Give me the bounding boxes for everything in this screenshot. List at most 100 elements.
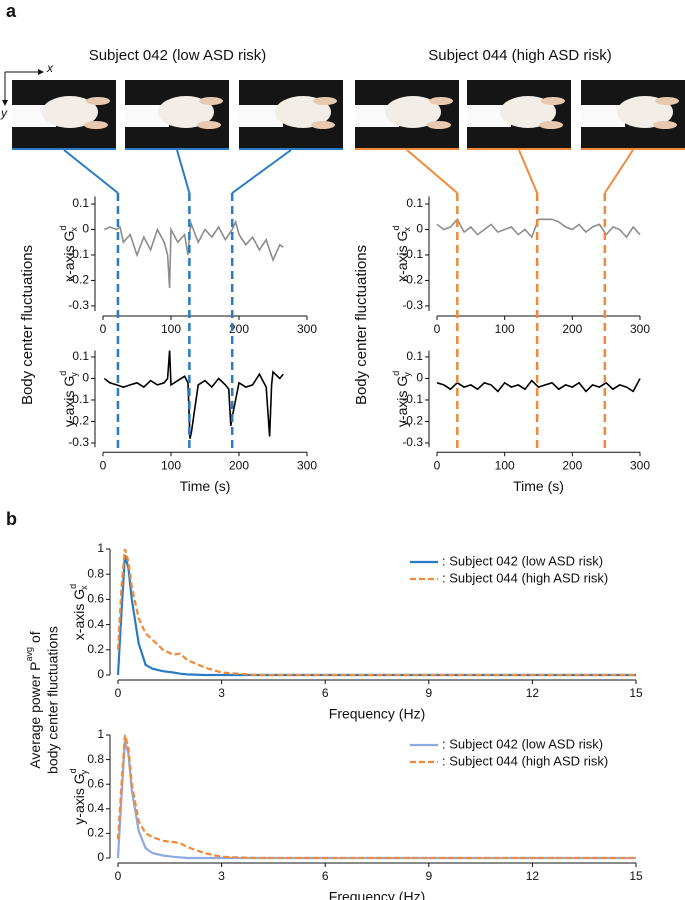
y-axis-label-sub: y <box>69 372 79 377</box>
series-line <box>436 378 641 393</box>
y-axis-label-main: y-axis G <box>61 376 77 427</box>
connector <box>603 149 634 194</box>
y-tick-label: -0.3 <box>68 298 89 312</box>
series-line <box>103 350 284 439</box>
legend-label: : Subject 042 (low ASD risk) <box>442 553 603 568</box>
y-tick-label: 0 <box>416 222 423 236</box>
x-tick-label: 0 <box>100 458 107 472</box>
y-tick-label: 0 <box>416 371 423 385</box>
x-axis-label: Frequency (Hz) <box>329 889 425 900</box>
photo <box>12 80 116 150</box>
y-tick-label: 0.1 <box>406 349 423 363</box>
photo-block <box>125 105 169 127</box>
x-tick-label: 100 <box>161 458 181 472</box>
x-tick-label: 9 <box>425 686 432 700</box>
photo-infant <box>158 96 214 128</box>
icon-label: x <box>46 61 54 75</box>
photo <box>467 80 571 150</box>
panel-b-y-label-main: Average power P <box>27 662 43 769</box>
x-tick-label: 0 <box>115 686 122 700</box>
y-tick-label: 0 <box>97 667 104 681</box>
photo-limb <box>313 97 337 105</box>
y-tick-label: -0.2 <box>68 273 89 287</box>
x-tick-label: 12 <box>526 686 540 700</box>
x-tick-label: 0 <box>434 322 441 336</box>
y-axis-label-sup: d <box>391 371 401 376</box>
photo-limb <box>541 97 565 105</box>
y-axis-label-sub: y <box>79 769 89 774</box>
y-tick-label: -0.2 <box>68 414 89 428</box>
y-axis-label-sup: d <box>68 584 78 589</box>
y-axis-label-main: y-axis G <box>71 773 87 824</box>
panel-label: a <box>6 1 17 21</box>
y-tick-label: -0.1 <box>68 247 89 261</box>
x-tick-label: 6 <box>322 686 329 700</box>
photo <box>355 80 459 150</box>
photo <box>581 80 685 150</box>
panel-b-y-label-sup: avg <box>24 647 34 662</box>
photo-infant <box>385 96 441 128</box>
photo-infant <box>500 96 556 128</box>
series-line <box>436 217 641 239</box>
y-tick-label: -0.3 <box>402 298 423 312</box>
y-axis-label-main: x-axis G <box>71 589 87 640</box>
photo-block <box>467 105 511 127</box>
y-tick-label: 0.1 <box>406 196 423 210</box>
y-tick-label: 1 <box>97 541 104 555</box>
y-axis-label-main: x-axis G <box>61 231 77 282</box>
series-line <box>104 219 284 289</box>
y-tick-label: -0.1 <box>402 392 423 406</box>
x-tick-label: 12 <box>526 869 540 883</box>
connector <box>63 149 119 194</box>
x-tick-label: 200 <box>562 322 582 336</box>
y-tick-label: 0.8 <box>87 566 104 580</box>
connector <box>406 149 458 194</box>
legend-label: : Subject 042 (low ASD risk) <box>442 736 603 751</box>
y-tick-label: -0.1 <box>68 392 89 406</box>
photo-infant <box>42 96 98 128</box>
photo <box>125 80 229 150</box>
photo-block <box>581 105 625 127</box>
y-axis-label-main: x-axis G <box>394 231 410 282</box>
photo-limb <box>429 97 453 105</box>
y-tick-label: 0.4 <box>87 617 104 631</box>
photo-limb <box>427 121 451 129</box>
y-axis-label: x-axis Gdx <box>58 226 79 282</box>
photo-limb <box>86 97 110 105</box>
photo-limb <box>655 97 679 105</box>
x-tick-label: 3 <box>218 686 225 700</box>
icon-label: y <box>0 106 8 120</box>
panel-b-y-label-2: body center fluctuations <box>45 626 61 774</box>
y-tick-label: 0 <box>97 850 104 864</box>
y-tick-label: 0.6 <box>87 776 104 790</box>
x-tick-label: 9 <box>425 869 432 883</box>
series-line <box>116 734 636 860</box>
y-tick-label: 0.6 <box>87 592 104 606</box>
y-tick-label: 1 <box>97 727 104 741</box>
subject-title: Subject 044 (high ASD risk) <box>428 47 611 64</box>
photo-block <box>239 105 283 127</box>
subject-y-label: Body center fluctuations <box>19 245 36 405</box>
y-axis-label: x-axis Gdx <box>391 226 412 282</box>
y-tick-label: -0.3 <box>402 435 423 449</box>
y-tick-label: 0.2 <box>87 642 104 656</box>
photo-limb <box>539 121 563 129</box>
y-axis-label-sub: x <box>79 585 89 590</box>
y-axis-label-sup: d <box>68 768 78 773</box>
y-tick-label: -0.1 <box>402 247 423 261</box>
x-axis-label: Frequency (Hz) <box>329 706 425 722</box>
icon-arrowhead <box>38 69 44 75</box>
x-tick-label: 300 <box>630 322 650 336</box>
y-axis-label-sub: x <box>402 227 412 232</box>
y-axis-label-sup: d <box>58 371 68 376</box>
legend-label: : Subject 044 (high ASD risk) <box>442 570 608 585</box>
photo-limb <box>199 97 223 105</box>
x-tick-label: 300 <box>630 458 650 472</box>
connector <box>176 149 191 194</box>
x-tick-label: 0 <box>115 869 122 883</box>
x-tick-label: 0 <box>434 458 441 472</box>
y-tick-label: 0.1 <box>72 196 89 210</box>
x-tick-label: 200 <box>562 458 582 472</box>
x-tick-label: 100 <box>495 458 515 472</box>
